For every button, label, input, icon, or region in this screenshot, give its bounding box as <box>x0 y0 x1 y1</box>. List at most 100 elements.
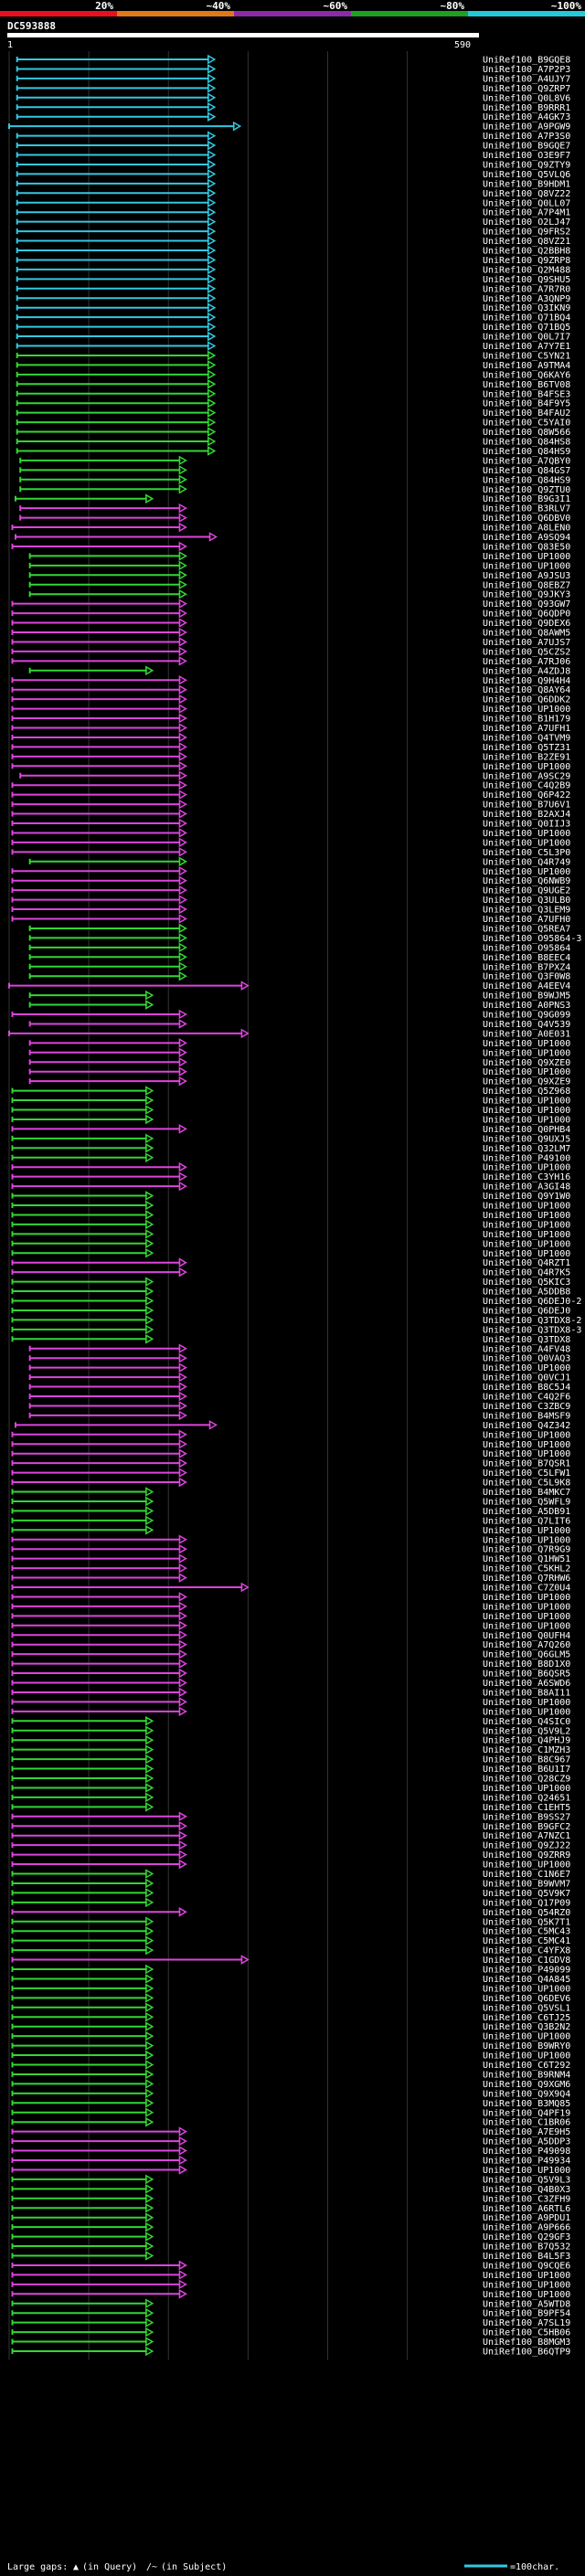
hit-label[interactable]: UniRef100_UP1000 <box>483 1211 570 1221</box>
hit-label[interactable]: UniRef100_B6TV08 <box>483 380 570 390</box>
hit-label[interactable]: UniRef100_A7P3S0 <box>483 132 570 142</box>
hit-label[interactable]: UniRef100_B4MKC7 <box>483 1488 570 1498</box>
hit-label[interactable]: UniRef100_Q29GF3 <box>483 2232 570 2242</box>
hit-label[interactable]: UniRef100_UP1000 <box>483 829 570 839</box>
hit-label[interactable]: UniRef100_B6QSR5 <box>483 1670 570 1680</box>
hit-label[interactable]: UniRef100_Q5REA7 <box>483 924 570 934</box>
hit-label[interactable]: UniRef100_Q9UGE2 <box>483 886 570 896</box>
hit-label[interactable]: UniRef100_O95864 <box>483 943 570 953</box>
hit-label[interactable]: UniRef100_Q5CZS2 <box>483 647 570 657</box>
hit-label[interactable]: UniRef100_Q4TVM9 <box>483 733 570 743</box>
hit-label[interactable]: UniRef100_B7Q532 <box>483 2242 570 2253</box>
hit-label[interactable]: UniRef100_Q4V539 <box>483 1020 570 1030</box>
hit-label[interactable]: UniRef100_Q4Z342 <box>483 1421 570 1431</box>
hit-label[interactable]: UniRef100_Q9SHU5 <box>483 275 570 285</box>
hit-label[interactable]: UniRef100_UP1000 <box>483 838 570 848</box>
hit-label[interactable]: UniRef100_Q71BQ4 <box>483 313 570 323</box>
hit-label[interactable]: UniRef100_Q9ZTY9 <box>483 160 570 170</box>
hit-label[interactable]: UniRef100_C5YAI0 <box>483 419 570 429</box>
hit-label[interactable]: UniRef100_Q6QDP0 <box>483 610 570 620</box>
hit-label[interactable]: UniRef100_Q84GS7 <box>483 466 570 476</box>
hit-label[interactable]: UniRef100_B8AI11 <box>483 1688 570 1698</box>
hit-label[interactable]: UniRef100_Q9UXJ5 <box>483 1134 570 1144</box>
hit-label[interactable]: UniRef100_Q4A845 <box>483 1975 570 1985</box>
hit-label[interactable]: UniRef100_Q9XGM6 <box>483 2080 570 2090</box>
hit-label[interactable]: UniRef100_Q3F0W8 <box>483 972 570 982</box>
hit-label[interactable]: UniRef100_UP1000 <box>483 2166 570 2176</box>
hit-label[interactable]: UniRef100_Q9X9Q4 <box>483 2089 570 2099</box>
hit-label[interactable]: UniRef100_A5DDB8 <box>483 1288 570 1298</box>
hit-label[interactable]: UniRef100_B4F9Y5 <box>483 399 570 409</box>
hit-label[interactable]: UniRef100_B8D1X0 <box>483 1659 570 1670</box>
hit-label[interactable]: UniRef100_Q5K7T1 <box>483 1917 570 1927</box>
hit-label[interactable]: UniRef100_Q4PF19 <box>483 2108 570 2118</box>
hit-label[interactable]: UniRef100_Q6DBV0 <box>483 514 570 524</box>
hit-label[interactable]: UniRef100_Q3ULB0 <box>483 896 570 906</box>
hit-label[interactable]: UniRef100_A7QBY0 <box>483 456 570 466</box>
hit-label[interactable]: UniRef100_C5LFW1 <box>483 1468 570 1479</box>
hit-label[interactable]: UniRef100_Q8AWM5 <box>483 629 570 639</box>
hit-label[interactable]: UniRef100_Q6GLM5 <box>483 1650 570 1660</box>
hit-label[interactable]: UniRef100_Q17P09 <box>483 1898 570 1908</box>
hit-label[interactable]: UniRef100_C4Q2B9 <box>483 781 570 791</box>
hit-label[interactable]: UniRef100_Q7RHW6 <box>483 1574 570 1584</box>
hit-label[interactable]: UniRef100_UP1000 <box>483 1698 570 1708</box>
hit-label[interactable]: UniRef100_UP1000 <box>483 1048 570 1058</box>
hit-label[interactable]: UniRef100_B3RLV7 <box>483 504 570 514</box>
hit-label[interactable]: UniRef100_Q8W566 <box>483 428 570 438</box>
hit-label[interactable]: UniRef100_Q6DEJ0 <box>483 1306 570 1316</box>
hit-label[interactable]: UniRef100_UP1000 <box>483 1621 570 1631</box>
hit-label[interactable]: UniRef100_B8MGM3 <box>483 2337 570 2348</box>
hit-label[interactable]: UniRef100_UP1000 <box>483 1115 570 1125</box>
hit-label[interactable]: UniRef100_UP1000 <box>483 1535 570 1545</box>
hit-label[interactable]: UniRef100_UP1000 <box>483 1440 570 1450</box>
hit-label[interactable]: UniRef100_A4UJY7 <box>483 74 570 84</box>
hit-label[interactable]: UniRef100_Q84HS9 <box>483 447 570 457</box>
hit-label[interactable]: UniRef100_UP1000 <box>483 1239 570 1249</box>
hit-label[interactable]: UniRef100_UP1000 <box>483 2280 570 2290</box>
hit-label[interactable]: UniRef100_Q9FRS2 <box>483 228 570 238</box>
hit-label[interactable]: UniRef100_UP1000 <box>483 561 570 571</box>
hit-label[interactable]: UniRef100_C1MZH3 <box>483 1745 570 1755</box>
hit-label[interactable]: UniRef100_C5HB06 <box>483 2328 570 2338</box>
hit-label[interactable]: UniRef100_Q1HW51 <box>483 1554 570 1564</box>
hit-label[interactable]: UniRef100_C5MC43 <box>483 1927 570 1937</box>
hit-label[interactable]: UniRef100_Q0LL07 <box>483 198 570 208</box>
hit-label[interactable]: UniRef100_A0PNS3 <box>483 1001 570 1011</box>
hit-label[interactable]: UniRef100_Q3TDX8-3 <box>483 1325 581 1335</box>
hit-label[interactable]: UniRef100_A5DB91 <box>483 1507 570 1517</box>
hit-label[interactable]: UniRef100_Q0PHB4 <box>483 1125 570 1135</box>
hit-label[interactable]: UniRef100_P49934 <box>483 2157 570 2167</box>
hit-label[interactable]: UniRef100_UP1000 <box>483 1602 570 1612</box>
hit-label[interactable]: UniRef100_Q6DEJ0-2 <box>483 1297 581 1307</box>
hit-label[interactable]: UniRef100_Q4R7K5 <box>483 1268 570 1278</box>
hit-label[interactable]: UniRef100_P49099 <box>483 1966 570 1976</box>
hit-label[interactable]: UniRef100_Q83E50 <box>483 542 570 552</box>
hit-label[interactable]: UniRef100_UP1000 <box>483 2290 570 2300</box>
hit-label[interactable]: UniRef100_Q3LEM9 <box>483 906 570 916</box>
hit-label[interactable]: UniRef100_Q9JKY3 <box>483 590 570 600</box>
hit-label[interactable]: UniRef100_B4L5F3 <box>483 2252 570 2262</box>
hit-label[interactable]: UniRef100_B9G3I1 <box>483 494 570 504</box>
hit-label[interactable]: UniRef100_Q5Z968 <box>483 1087 570 1097</box>
hit-label[interactable]: UniRef100_A7RJ06 <box>483 657 570 667</box>
hit-label[interactable]: UniRef100_B9GQE8 <box>483 56 570 66</box>
hit-label[interactable]: UniRef100_Q5V9L3 <box>483 2175 570 2185</box>
hit-label[interactable]: UniRef100_A6SWD6 <box>483 1679 570 1689</box>
hit-label[interactable]: UniRef100_UP1000 <box>483 1163 570 1173</box>
hit-label[interactable]: UniRef100_C7Z0U4 <box>483 1584 570 1594</box>
hit-label[interactable]: UniRef100_C1EHT5 <box>483 1803 570 1813</box>
hit-label[interactable]: UniRef100_A7E9H5 <box>483 2127 570 2137</box>
hit-label[interactable]: UniRef100_UP1000 <box>483 1220 570 1230</box>
hit-label[interactable]: UniRef100_Q9ZRR9 <box>483 1850 570 1860</box>
hit-label[interactable]: UniRef100_Q6KAY6 <box>483 370 570 380</box>
hit-label[interactable]: UniRef100_UP1000 <box>483 1067 570 1077</box>
hit-label[interactable]: UniRef100_UP1000 <box>483 762 570 772</box>
hit-label[interactable]: UniRef100_B8EEC4 <box>483 953 570 963</box>
hit-label[interactable]: UniRef100_C3ZFH9 <box>483 2194 570 2204</box>
hit-label[interactable]: UniRef100_Q2BBH8 <box>483 247 570 257</box>
hit-label[interactable]: UniRef100_Q6DDK2 <box>483 695 570 705</box>
hit-label[interactable]: UniRef100_UP1000 <box>483 1039 570 1049</box>
hit-label[interactable]: UniRef100_Q0VAQ3 <box>483 1354 570 1364</box>
hit-label[interactable]: UniRef100_C5KHL2 <box>483 1564 570 1574</box>
